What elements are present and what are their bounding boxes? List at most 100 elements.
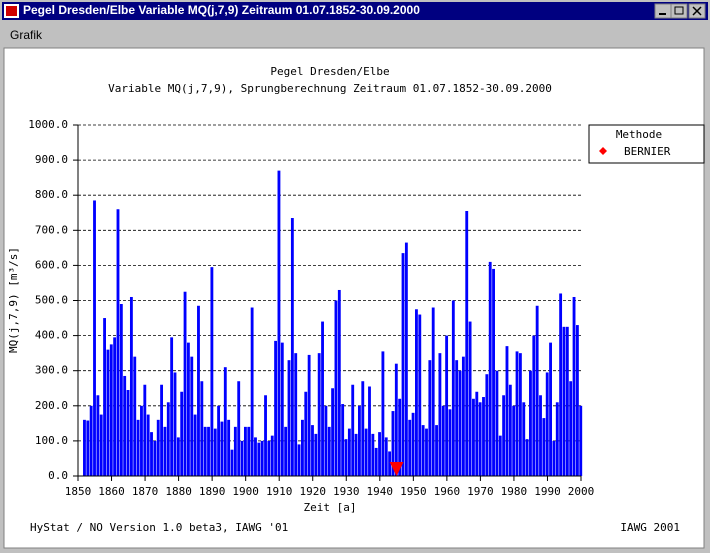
legend-marker bbox=[599, 147, 607, 155]
bar bbox=[358, 405, 361, 476]
bar bbox=[136, 419, 140, 476]
bar bbox=[103, 318, 107, 476]
bar bbox=[230, 449, 234, 476]
bar bbox=[458, 370, 462, 476]
bar bbox=[344, 439, 348, 476]
x-tick-label: 1960 bbox=[434, 485, 461, 498]
bar bbox=[86, 420, 90, 476]
bar bbox=[280, 342, 284, 476]
bar bbox=[183, 291, 187, 476]
bar bbox=[254, 437, 257, 476]
bar bbox=[240, 440, 244, 476]
change-point-marker bbox=[389, 462, 404, 476]
bar bbox=[243, 426, 247, 476]
bar bbox=[180, 391, 184, 476]
chart-title: Pegel Dresden/Elbe bbox=[270, 65, 389, 78]
x-tick-label: 1990 bbox=[534, 485, 561, 498]
bar bbox=[445, 335, 449, 476]
y-axis-label: MQ(j,7,9) [m³/s] bbox=[7, 247, 20, 353]
bar bbox=[203, 426, 207, 476]
x-tick-label: 1880 bbox=[165, 485, 192, 498]
bar bbox=[317, 353, 321, 476]
legend-box bbox=[588, 124, 705, 164]
bar bbox=[153, 440, 157, 476]
bar bbox=[562, 326, 566, 476]
bar bbox=[264, 395, 267, 476]
bar bbox=[327, 426, 331, 476]
bar bbox=[438, 353, 442, 476]
bar bbox=[160, 384, 164, 476]
bar bbox=[398, 398, 402, 476]
bar bbox=[421, 425, 425, 476]
bar bbox=[545, 372, 549, 476]
bar bbox=[200, 381, 204, 476]
bar bbox=[488, 261, 492, 476]
bar bbox=[522, 402, 526, 476]
bar bbox=[535, 305, 539, 476]
bar bbox=[207, 426, 210, 476]
bar bbox=[290, 218, 294, 476]
bar bbox=[331, 388, 335, 476]
bar bbox=[83, 419, 86, 476]
bar bbox=[559, 293, 563, 476]
bar bbox=[455, 360, 459, 476]
bar bbox=[384, 437, 388, 476]
bar bbox=[260, 440, 264, 476]
bar bbox=[472, 398, 475, 476]
bar bbox=[337, 289, 341, 476]
bar bbox=[391, 411, 395, 476]
bar bbox=[428, 360, 432, 476]
x-tick-label: 2000 bbox=[568, 485, 595, 498]
bar bbox=[93, 200, 96, 476]
bar bbox=[505, 346, 509, 476]
x-tick-label: 1870 bbox=[132, 485, 159, 498]
bar bbox=[482, 397, 485, 476]
bar bbox=[542, 418, 546, 476]
bar bbox=[485, 374, 489, 476]
x-axis-label: Zeit [a] bbox=[304, 501, 357, 514]
bar bbox=[176, 437, 180, 476]
chart: Pegel Dresden/Elbe Variable MQ(j,7,9), S… bbox=[7, 65, 705, 534]
bar bbox=[539, 395, 542, 476]
title-bar bbox=[2, 2, 708, 20]
footer-right: IAWG 2001 bbox=[620, 521, 680, 534]
maximize-button[interactable] bbox=[670, 3, 688, 19]
bar bbox=[220, 421, 224, 476]
bar bbox=[408, 419, 412, 476]
menu-item[interactable]: Grafik bbox=[10, 28, 43, 42]
bar bbox=[451, 300, 455, 476]
minimize-button[interactable] bbox=[654, 3, 672, 19]
bar bbox=[257, 442, 261, 476]
bar bbox=[237, 381, 241, 476]
bar bbox=[579, 405, 583, 476]
bar bbox=[247, 426, 251, 476]
bar bbox=[525, 439, 529, 476]
bar bbox=[461, 356, 465, 476]
bar bbox=[404, 242, 408, 476]
bar bbox=[324, 405, 328, 476]
bar bbox=[163, 426, 167, 476]
bar bbox=[99, 414, 103, 476]
bar bbox=[334, 300, 338, 476]
window-title: Pegel Dresden/Elbe Variable MQ(j,7,9) Ze… bbox=[23, 3, 420, 17]
bar bbox=[448, 409, 452, 476]
bar bbox=[361, 381, 365, 476]
y-tick-label: 900.0 bbox=[35, 153, 68, 166]
bar bbox=[126, 390, 130, 476]
bar bbox=[575, 325, 579, 476]
x-tick-label: 1940 bbox=[367, 485, 394, 498]
bar bbox=[441, 405, 445, 476]
bar bbox=[498, 435, 502, 476]
bar bbox=[270, 435, 274, 476]
bar bbox=[492, 268, 495, 476]
bar bbox=[143, 384, 147, 476]
bar bbox=[364, 428, 368, 476]
bar bbox=[351, 384, 355, 476]
maximize-icon bbox=[674, 6, 684, 15]
bar bbox=[294, 353, 298, 476]
bar bbox=[565, 326, 569, 476]
bar bbox=[210, 267, 214, 476]
bar bbox=[186, 342, 190, 476]
bar bbox=[354, 433, 358, 476]
